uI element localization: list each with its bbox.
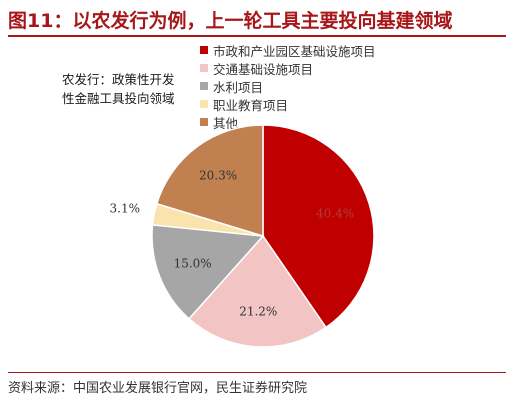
pie-label-water: 15.0% — [174, 256, 212, 270]
source-note: 资料来源：中国农业发展银行官网，民生证券研究院 — [8, 381, 308, 396]
legend-swatch-transport — [200, 64, 208, 72]
pie-slice-water — [151, 224, 265, 320]
pie-slice-other — [155, 124, 264, 238]
legend-item-transport: 交通基础设施项目 — [200, 59, 376, 77]
chart-subtitle: 农发行：政策性开发 性金融工具投向领域 — [62, 70, 175, 108]
pie-label-education: 3.1% — [110, 201, 141, 215]
legend-swatch-education — [200, 100, 208, 108]
pie-label-transport: 21.2% — [239, 304, 277, 318]
title-divider — [8, 35, 506, 37]
pie-slice-municipal — [262, 124, 375, 329]
subtitle-line-1: 农发行：政策性开发 — [62, 72, 175, 87]
figure-title: 图11：以农发行为例，上一轮工具主要投向基建领域 — [8, 10, 453, 32]
legend-item-water: 水利项目 — [200, 77, 376, 95]
pie-slice-transport — [188, 234, 328, 348]
subtitle-line-2: 性金融工具投向领域 — [62, 91, 175, 106]
legend-swatch-water — [200, 82, 208, 90]
legend-swatch-municipal — [200, 46, 208, 54]
pie-label-other: 20.3% — [199, 168, 237, 182]
chart-legend: 市政和产业园区基础设施项目 交通基础设施项目 水利项目 职业教育项目 其他 — [200, 41, 376, 131]
legend-label-other: 其他 — [213, 115, 239, 131]
legend-label-municipal: 市政和产业园区基础设施项目 — [213, 43, 376, 59]
legend-item-education: 职业教育项目 — [200, 95, 376, 113]
pie-label-municipal: 40.4% — [316, 207, 354, 221]
legend-swatch-other — [200, 118, 208, 126]
legend-label-education: 职业教育项目 — [213, 97, 289, 113]
legend-item-other: 其他 — [200, 113, 376, 131]
legend-label-transport: 交通基础设施项目 — [213, 61, 314, 77]
legend-item-municipal: 市政和产业园区基础设施项目 — [200, 41, 376, 59]
pie-chart: 40.4% 21.2% 15.0% 3.1% 20.3% — [110, 124, 375, 348]
source-divider — [8, 372, 506, 373]
legend-label-water: 水利项目 — [213, 79, 264, 95]
